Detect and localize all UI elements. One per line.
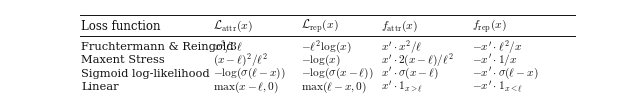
Text: $x^3/3\ell$: $x^3/3\ell$ xyxy=(213,38,243,56)
Text: $x' \cdot \sigma(x - \ell)$: $x' \cdot \sigma(x - \ell)$ xyxy=(381,66,438,81)
Text: Maxent Stress: Maxent Stress xyxy=(81,55,164,66)
Text: Loss function: Loss function xyxy=(81,20,161,33)
Text: $\mathcal{L}_{\mathrm{rep}}(x)$: $\mathcal{L}_{\mathrm{rep}}(x)$ xyxy=(301,18,339,35)
Text: $f_{\mathrm{rep}}(x)$: $f_{\mathrm{rep}}(x)$ xyxy=(472,18,507,35)
Text: $-x' \cdot \ell^2/x$: $-x' \cdot \ell^2/x$ xyxy=(472,38,522,56)
Text: $x' \cdot x^2/\ell$: $x' \cdot x^2/\ell$ xyxy=(381,38,422,56)
Text: $-\log(\sigma(\ell - x))$: $-\log(\sigma(\ell - x))$ xyxy=(213,66,285,81)
Text: $x' \cdot 2(x - \ell)/\ell^2$: $x' \cdot 2(x - \ell)/\ell^2$ xyxy=(381,52,454,69)
Text: Fruchtermann & Reingold: Fruchtermann & Reingold xyxy=(81,42,234,52)
Text: $-\log(x)$: $-\log(x)$ xyxy=(301,53,340,68)
Text: Sigmoid log-likelihood: Sigmoid log-likelihood xyxy=(81,68,210,79)
Text: $-\ell^2\log(x)$: $-\ell^2\log(x)$ xyxy=(301,39,351,56)
Text: $x' \cdot \mathbf{1}_{x > \ell}$: $x' \cdot \mathbf{1}_{x > \ell}$ xyxy=(381,79,423,95)
Text: $f_{\mathrm{attr}}(x)$: $f_{\mathrm{attr}}(x)$ xyxy=(381,19,418,34)
Text: $\max(x - \ell, 0)$: $\max(x - \ell, 0)$ xyxy=(213,79,279,95)
Text: $(x - \ell)^2/\ell^2$: $(x - \ell)^2/\ell^2$ xyxy=(213,52,268,69)
Text: $-x' \cdot \sigma(\ell - x)$: $-x' \cdot \sigma(\ell - x)$ xyxy=(472,66,538,81)
Text: $\max(\ell - x, 0)$: $\max(\ell - x, 0)$ xyxy=(301,79,367,95)
Text: $-\log(\sigma(x - \ell))$: $-\log(\sigma(x - \ell))$ xyxy=(301,66,373,81)
Text: $-x' \cdot \mathbf{1}_{x < \ell}$: $-x' \cdot \mathbf{1}_{x < \ell}$ xyxy=(472,79,523,95)
Text: Linear: Linear xyxy=(81,82,118,92)
Text: $-x' \cdot 1/x$: $-x' \cdot 1/x$ xyxy=(472,52,517,68)
Text: $\mathcal{L}_{\mathrm{attr}}(x)$: $\mathcal{L}_{\mathrm{attr}}(x)$ xyxy=(213,19,253,34)
